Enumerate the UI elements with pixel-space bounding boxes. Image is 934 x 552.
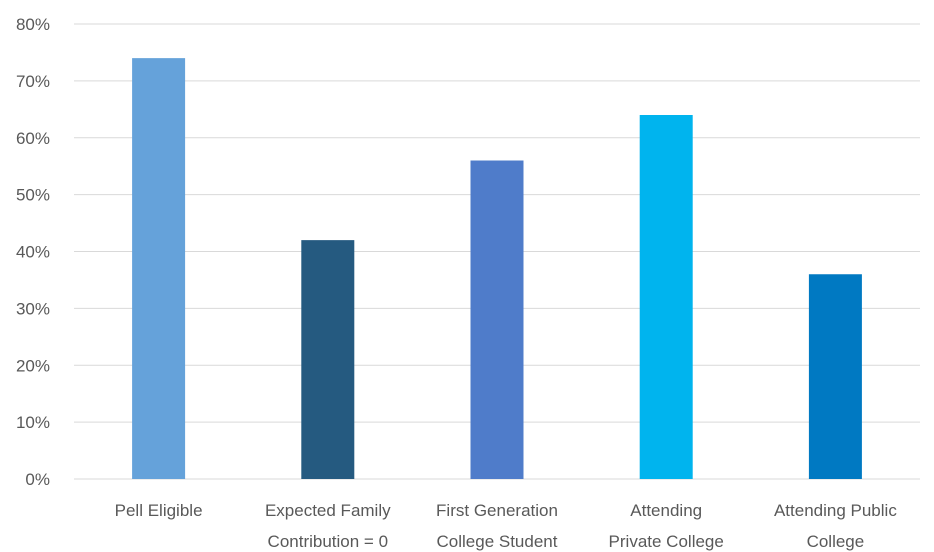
y-tick-label: 60% [16, 129, 50, 148]
y-tick-label: 10% [16, 413, 50, 432]
y-tick-label: 80% [16, 15, 50, 34]
bar [808, 274, 862, 479]
x-category-label: Expected Family Contribution = 0 [265, 501, 391, 551]
y-tick-label: 20% [16, 356, 50, 375]
x-category-label: Attending Public College [774, 501, 897, 551]
x-category-label-line: Attending Public [774, 501, 897, 520]
x-category-label-line: College [807, 532, 865, 551]
bars [132, 58, 862, 479]
x-category-label-line: Expected Family [265, 501, 391, 520]
bar [639, 115, 693, 479]
x-category-label: Pell Eligible [115, 501, 203, 520]
y-tick-label: 30% [16, 299, 50, 318]
y-tick-label: 40% [16, 243, 50, 262]
x-category-label: First Generation College Student [436, 501, 558, 551]
x-category-label: Attending Private College [609, 501, 724, 551]
y-axis-tick-labels: 0% 10% 20% 30% 40% 50% 60% 70% 80% [16, 15, 50, 489]
y-tick-label: 50% [16, 186, 50, 205]
x-category-label-line: Private College [609, 532, 724, 551]
y-tick-label: 0% [25, 470, 50, 489]
x-category-label-line: Pell Eligible [115, 501, 203, 520]
x-axis-category-labels: Pell Eligible Expected Family Contribution… [115, 501, 898, 551]
bar [470, 160, 524, 479]
x-category-label-line: First Generation [436, 501, 558, 520]
y-tick-label: 70% [16, 72, 50, 91]
x-category-label-line: Contribution = 0 [268, 532, 389, 551]
bar [301, 240, 355, 479]
x-category-label-line: College Student [437, 532, 558, 551]
x-category-label-line: Attending [630, 501, 702, 520]
bar [132, 58, 186, 479]
